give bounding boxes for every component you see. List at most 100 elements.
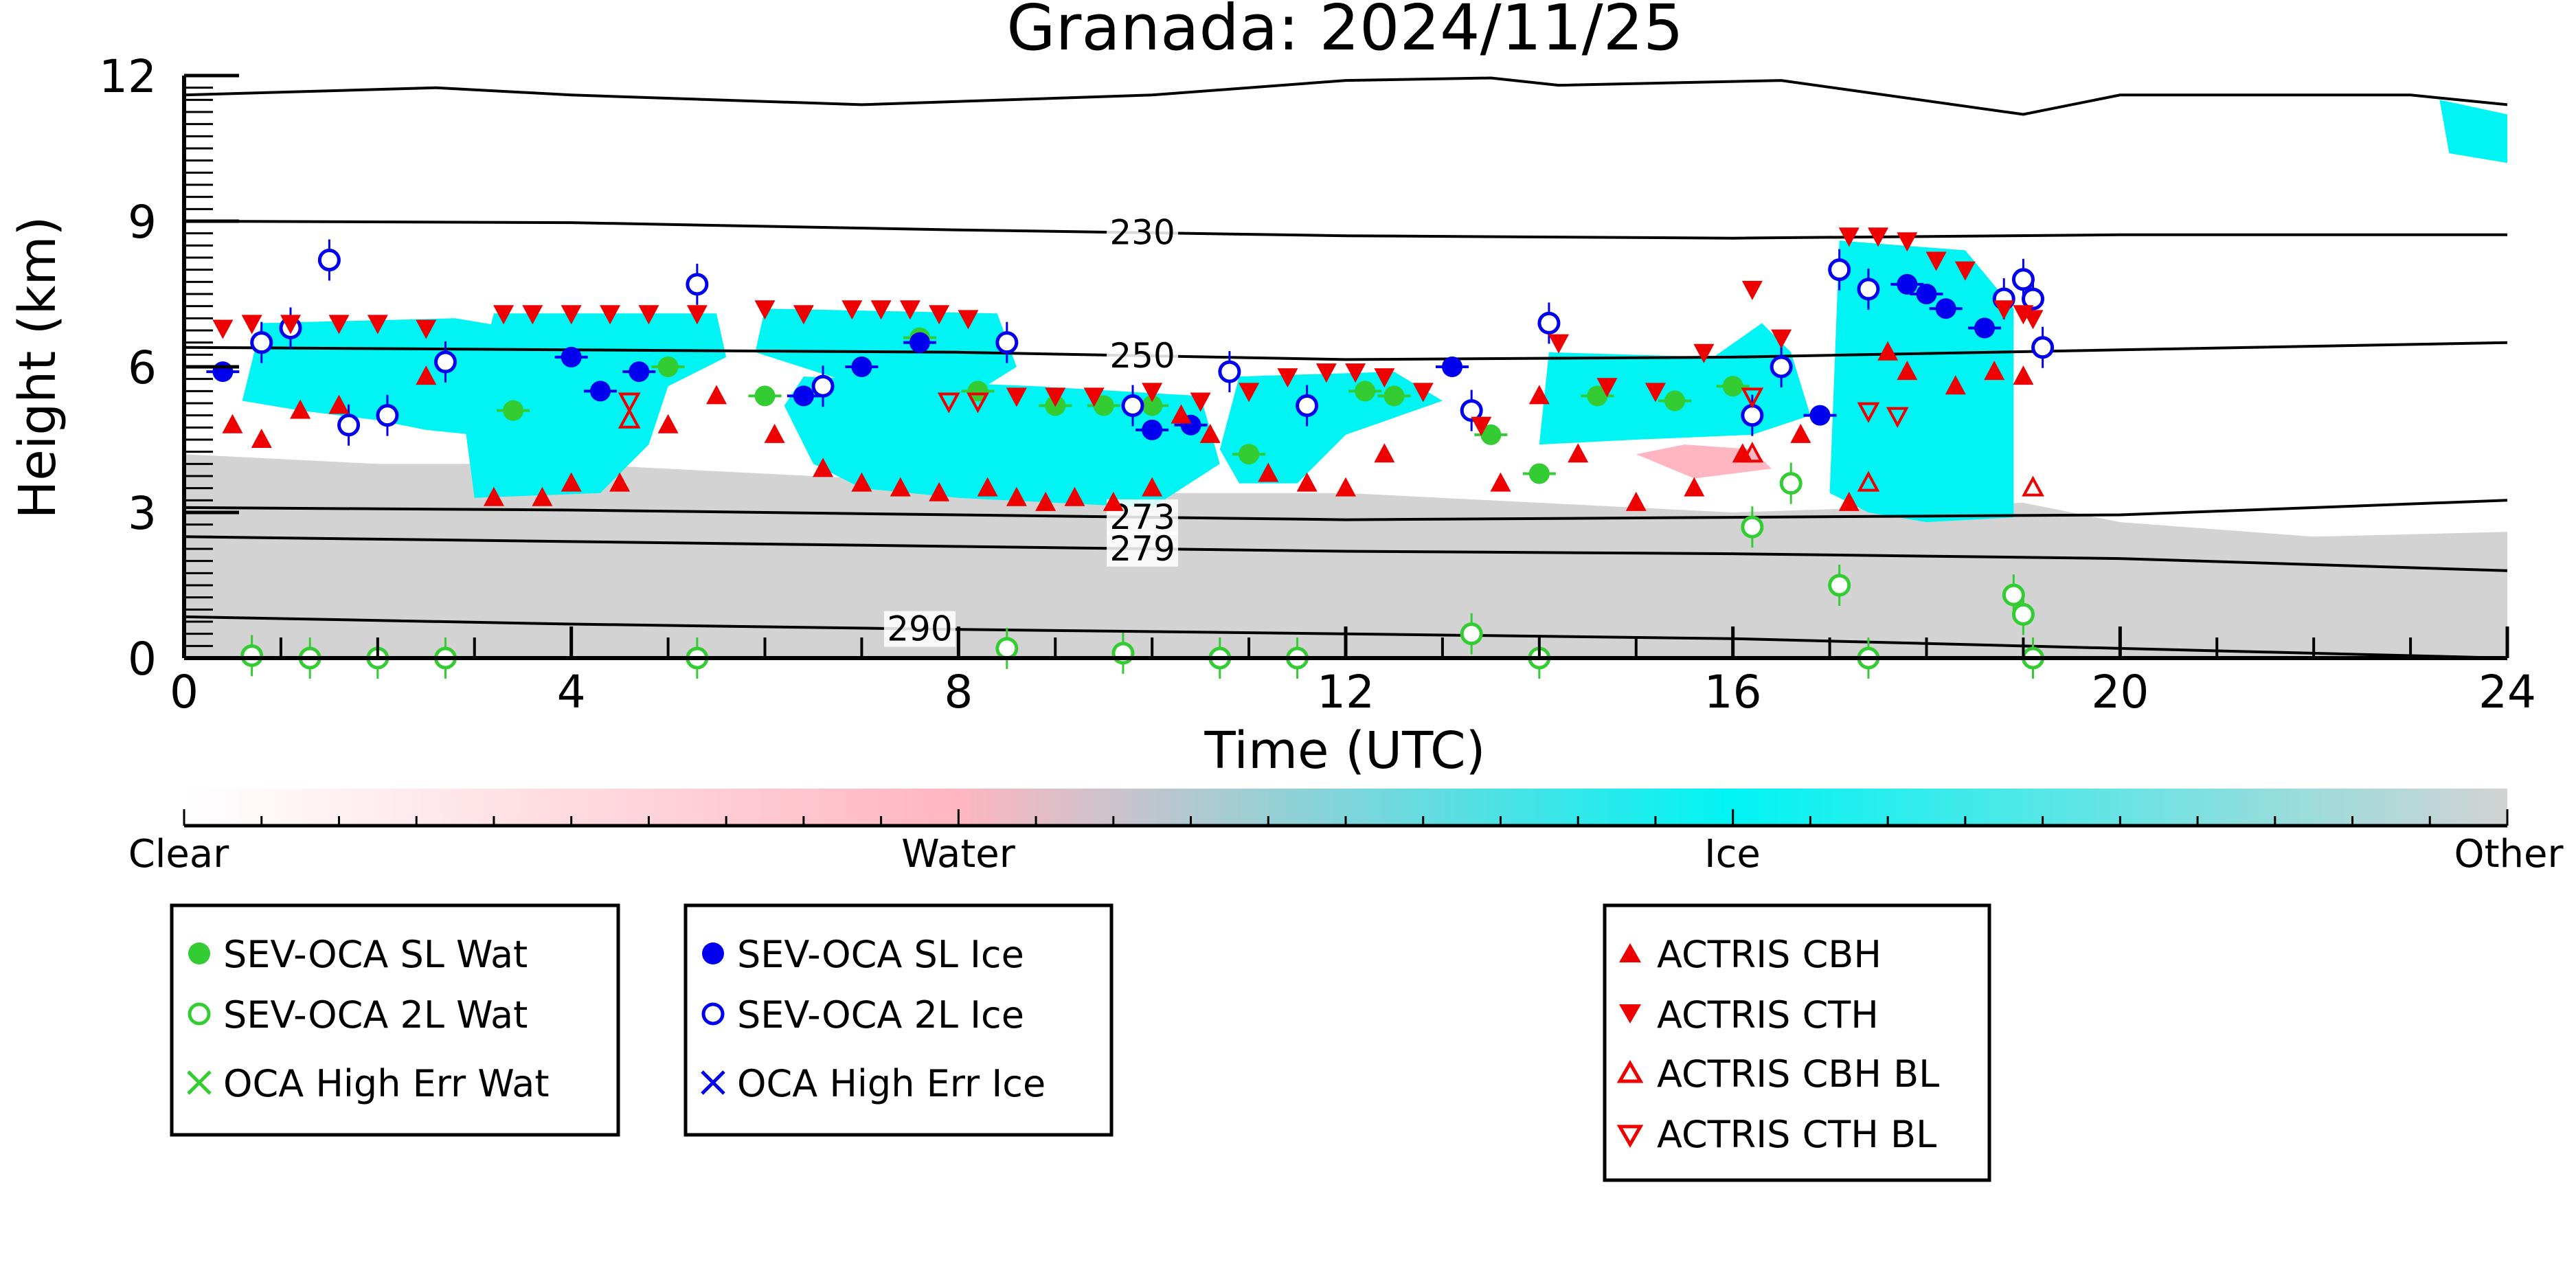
legend-cbh-marker (1619, 943, 1641, 962)
point-s7-18 (958, 310, 979, 330)
point-s6-33 (1732, 443, 1753, 463)
legend-actris: ACTRIS CBH ACTRIS CTH ACTRIS CBH BL ACTR… (1603, 903, 1991, 1182)
point-s7-38 (1868, 227, 1889, 247)
point-s1-15 (2002, 583, 2025, 607)
point-s6-16 (977, 477, 998, 497)
point-s0-11 (1480, 424, 1502, 445)
point-s7-8 (561, 305, 582, 325)
isotherm-label-bg-4 (883, 611, 956, 647)
point-s7-44 (2022, 310, 2044, 330)
point-s6-24 (1258, 462, 1279, 482)
x-tick-label-1: 4 (557, 666, 586, 719)
legend-higherr-wat-label: OCA High Err Wat (223, 1062, 550, 1105)
point-s4-15 (1770, 355, 1793, 379)
point-s9-5 (1886, 407, 1909, 428)
point-s1-0 (240, 644, 264, 667)
isotherm-line-2 (184, 499, 2507, 521)
point-s6-35 (1838, 491, 1860, 511)
legend-cth-marker (1619, 1004, 1641, 1024)
point-s7-16 (899, 300, 920, 320)
legend-cbh-bl-marker (1616, 1059, 1644, 1083)
legend-sl-wat-label: SEV-OCA SL Wat (223, 933, 528, 976)
point-s6-8 (609, 472, 631, 492)
point-s6-2 (290, 399, 311, 419)
point-s7-12 (754, 300, 776, 320)
point-s8-2 (1857, 471, 1880, 492)
point-s6-11 (764, 423, 785, 443)
colorbar-label-clear: Clear (128, 832, 229, 877)
point-s0-13 (1587, 385, 1608, 407)
point-s6-21 (1142, 477, 1163, 497)
series-1 (240, 462, 2045, 679)
isotherm-label-bg-1 (1107, 337, 1179, 374)
colorbar-ticks (183, 809, 2509, 826)
legend-cth-label: ACTRIS CTH (1657, 993, 1879, 1037)
point-s7-6 (493, 305, 515, 325)
point-s3-10 (1809, 405, 1831, 426)
point-s6-37 (1897, 361, 1918, 381)
point-s6-14 (890, 477, 911, 497)
point-s6-0 (222, 414, 243, 433)
y-tick-label-2: 6 (128, 341, 157, 394)
point-s7-23 (1190, 392, 1211, 412)
legend-ice-box (683, 903, 1114, 1137)
isotherm-label-3: 279 (1109, 529, 1175, 569)
y-tick-label-1: 3 (128, 487, 157, 540)
point-s3-7 (1142, 419, 1163, 440)
point-s7-17 (929, 305, 950, 325)
point-s3-11 (1897, 273, 1918, 295)
point-s7-25 (1277, 368, 1298, 388)
point-s7-41 (1954, 261, 1976, 281)
point-s9-1 (937, 392, 960, 414)
point-s8-3 (2022, 475, 2044, 497)
legend-2l-wat-label: SEV-OCA 2L Wat (223, 993, 528, 1037)
legend-higherr-ice-marker (701, 1070, 725, 1095)
isotherm-label-4: 290 (887, 609, 952, 649)
region-ice-6 (1539, 323, 1811, 445)
point-s8-1 (1741, 442, 1764, 463)
point-s0-12 (1528, 463, 1550, 484)
point-s3-3 (629, 361, 650, 383)
point-s7-20 (1045, 387, 1066, 407)
point-s4-13 (1537, 311, 1561, 335)
cloud-classification-regions (184, 100, 2507, 658)
point-s6-10 (706, 385, 727, 405)
point-s3-9 (1442, 357, 1463, 377)
point-s6-1 (251, 429, 272, 448)
series-6 (222, 341, 2034, 511)
point-s6-7 (561, 472, 582, 492)
point-s6-30 (1568, 443, 1589, 463)
point-s6-40 (2013, 365, 2034, 385)
point-s7-22 (1142, 383, 1163, 403)
point-s6-32 (1684, 477, 1705, 497)
series-0 (497, 327, 1750, 484)
point-s7-13 (793, 305, 814, 325)
point-s7-37 (1838, 227, 1860, 247)
point-s7-3 (328, 315, 350, 335)
y-tick-label-3: 9 (128, 196, 157, 249)
axes: 0 4 8 12 16 20 24 0 3 6 9 12 (99, 50, 2536, 719)
point-s7-32 (1596, 378, 1618, 398)
point-s7-19 (1006, 387, 1027, 407)
point-s3-6 (909, 332, 930, 353)
point-s7-35 (1741, 280, 1763, 300)
point-s4-17 (1857, 278, 1880, 301)
point-s3-0 (212, 361, 234, 383)
legend-higherr-ice-label: OCA High Err Ice (737, 1062, 1046, 1105)
legend-2l-ice-marker (701, 1002, 725, 1026)
legend-water: SEV-OCA SL Wat SEV-OCA 2L Wat OCA High E… (170, 903, 620, 1137)
point-s0-6 (1093, 395, 1114, 416)
point-s9-4 (1857, 402, 1880, 423)
point-s0-7 (1142, 395, 1163, 416)
point-s1-9 (1460, 622, 1483, 646)
isotherm-line-0 (184, 220, 2507, 240)
point-s6-17 (1006, 486, 1027, 506)
point-s4-21 (2031, 336, 2055, 359)
point-s0-8 (1239, 444, 1260, 465)
point-s0-4 (967, 381, 988, 402)
x-tick-label-6: 24 (2478, 666, 2536, 719)
point-s7-0 (212, 319, 234, 339)
point-s6-9 (657, 414, 679, 433)
point-s7-24 (1239, 383, 1260, 403)
